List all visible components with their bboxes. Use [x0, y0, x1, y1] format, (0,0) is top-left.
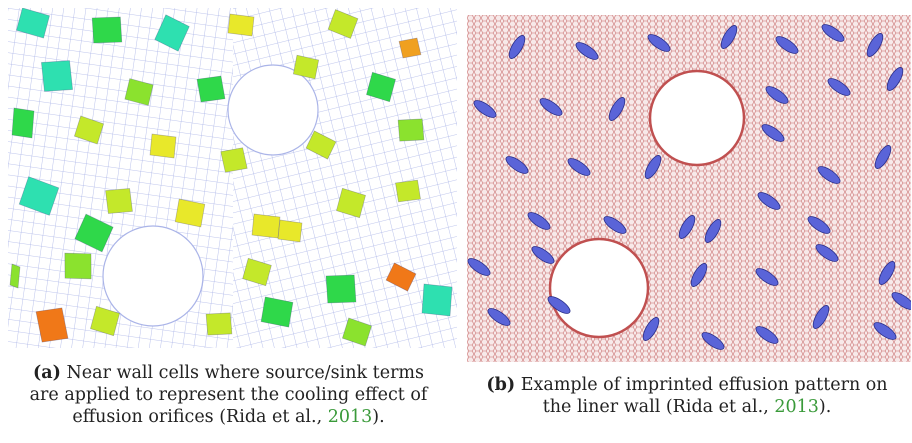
effusion-orifices [467, 24, 911, 350]
source-sink-cell [220, 147, 248, 173]
source-sink-cell [35, 307, 69, 343]
source-sink-cell [227, 13, 255, 37]
dilution-hole-lower [548, 237, 650, 339]
effusion-orifice [757, 192, 781, 210]
panel-b-image [467, 15, 911, 362]
source-sink-cell [397, 118, 425, 142]
panel-a-image [8, 8, 457, 348]
effusion-orifice [761, 124, 785, 142]
source-sink-cell [90, 305, 120, 337]
source-sink-cell [124, 78, 154, 106]
source-sink-cell [149, 133, 177, 159]
source-sink-cell [336, 187, 366, 219]
caption-b: (b) Example of imprinted effusion patter… [462, 374, 912, 418]
source-sink-cell [64, 252, 92, 280]
effusion-orifice [678, 215, 696, 239]
source-sink-cell [174, 198, 206, 228]
caption-a-line2: are applied to represent the cooling eff… [29, 385, 428, 405]
effusion-orifice [886, 67, 904, 91]
effusion-orifice [815, 244, 839, 262]
source-sink-cell [196, 75, 226, 103]
caption-a-line3: effusion orifices (Rida et al., [72, 407, 328, 427]
source-sink-cell [305, 130, 337, 160]
effusion-orifice [891, 292, 911, 310]
source-sink-cell [421, 283, 453, 317]
effusion-orifice [817, 166, 841, 184]
effusion-orifice [608, 97, 626, 121]
source-sink-cell [341, 317, 373, 347]
source-sink-cell [154, 14, 190, 52]
source-sink-cell [327, 9, 359, 39]
caption-b-line2: the liner wall (Rida et al., [542, 397, 775, 417]
effusion-orifice [508, 35, 526, 59]
source-sink-cell [74, 213, 114, 253]
dilution-hole-upper [648, 69, 746, 167]
effusion-orifice [873, 322, 897, 340]
effusion-orifice [567, 158, 591, 176]
effusion-orifice [547, 296, 571, 314]
citation-link-b[interactable]: 2013 [774, 397, 819, 417]
effusion-orifice [807, 216, 831, 234]
effusion-orifice [765, 86, 789, 104]
source-sink-cell [242, 257, 272, 287]
effusion-orifice [775, 36, 799, 54]
caption-a-line1: Near wall cells where source/sink terms [66, 363, 425, 383]
source-sink-cell [385, 262, 417, 292]
effusion-orifice [505, 156, 529, 174]
effusion-orifice [821, 24, 845, 42]
source-sink-cell [398, 37, 422, 59]
effusion-orifice [755, 268, 779, 286]
effusion-pattern-mesh [467, 15, 911, 362]
effusion-orifice [812, 305, 830, 329]
citation-link-a[interactable]: 2013 [327, 407, 373, 427]
effusion-orifice [874, 145, 892, 169]
source-sink-cell [105, 188, 133, 214]
source-sink-cell [73, 115, 105, 145]
caption-b-line2-end: ). [818, 397, 832, 417]
source-sink-cell [11, 107, 35, 139]
effusion-orifice [701, 332, 725, 350]
source-sink-cell [395, 179, 421, 203]
effusion-orifice [866, 33, 884, 57]
effusion-orifice [644, 155, 662, 179]
caption-a: (a) Near wall cells where source/sink te… [0, 362, 457, 428]
effusion-orifice [473, 100, 497, 118]
effusion-orifice [642, 317, 660, 341]
effusion-orifice [487, 308, 511, 326]
effusion-orifice [690, 263, 708, 287]
source-sink-cell [251, 213, 281, 239]
effusion-orifice [575, 42, 599, 60]
effusion-orifice [704, 219, 722, 243]
source-sink-cells [9, 8, 453, 347]
source-sink-cell [18, 176, 60, 216]
effusion-orifice [603, 216, 627, 234]
source-sink-cell [366, 71, 396, 103]
caption-b-line1: Example of imprinted effusion pattern on [520, 375, 888, 395]
caption-a-label: (a) [32, 363, 61, 383]
effusion-orifice [527, 212, 551, 230]
source-sink-cell [41, 60, 73, 92]
source-sink-cell [260, 296, 294, 328]
caption-a-line3-end: ). [372, 407, 385, 427]
near-wall-cells-mesh [8, 8, 457, 348]
source-sink-cell [325, 274, 357, 304]
caption-b-label: (b) [486, 375, 516, 395]
effusion-orifice [539, 98, 563, 116]
effusion-orifice [755, 326, 779, 344]
effusion-orifice [467, 258, 491, 276]
source-sink-cell [9, 263, 21, 289]
source-sink-cell [91, 16, 123, 44]
effusion-orifice [827, 78, 851, 96]
source-sink-cell [205, 312, 233, 336]
source-sink-cell [292, 54, 320, 80]
source-sink-cell [277, 219, 303, 243]
hole-lower [102, 225, 204, 327]
effusion-orifice [647, 34, 671, 52]
effusion-orifice [878, 261, 896, 285]
effusion-orifice [720, 25, 738, 49]
source-sink-cell [16, 8, 50, 39]
hole-upper [227, 64, 319, 156]
effusion-orifice [531, 246, 555, 264]
